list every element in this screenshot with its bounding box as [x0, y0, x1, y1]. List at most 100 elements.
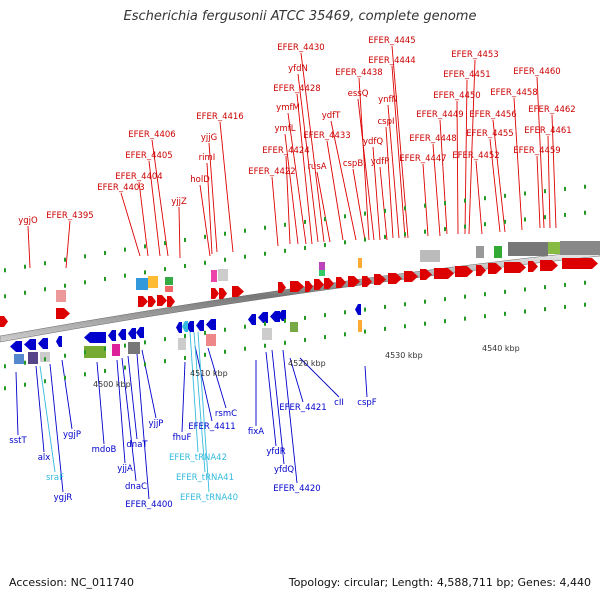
forward-gene-arrow[interactable]: [157, 295, 167, 306]
feature-block[interactable]: [218, 269, 228, 281]
reverse-gene-arrow[interactable]: [108, 330, 116, 341]
rna-gene-arrow[interactable]: [182, 321, 188, 332]
reverse-gene-arrow[interactable]: [278, 310, 286, 321]
gene-label-yfdr[interactable]: yfdR: [266, 447, 285, 457]
reverse-gene-arrow[interactable]: [10, 341, 22, 352]
feature-block[interactable]: [358, 320, 362, 332]
gene-label-efer-trna40[interactable]: EFER_tRNA40: [180, 493, 238, 503]
gene-label-efer-4445[interactable]: EFER_4445: [368, 36, 415, 46]
feature-block[interactable]: [14, 354, 24, 364]
forward-gene-arrow[interactable]: [148, 296, 156, 307]
forward-gene-arrow[interactable]: [314, 279, 324, 290]
feature-block[interactable]: [319, 270, 325, 276]
gene-label-efer-4455[interactable]: EFER_4455: [466, 129, 513, 139]
forward-gene-arrow[interactable]: [211, 288, 219, 299]
forward-gene-arrow[interactable]: [219, 288, 227, 299]
gene-label-efer-4456[interactable]: EFER_4456: [469, 110, 516, 120]
feature-block[interactable]: [148, 276, 158, 288]
gene-label-efer-4452[interactable]: EFER_4452: [452, 151, 499, 161]
feature-block[interactable]: [165, 286, 173, 292]
gene-label-efer-4461[interactable]: EFER_4461: [524, 126, 571, 136]
gene-label-efer-4395[interactable]: EFER_4395: [46, 211, 93, 221]
gene-label-cspi[interactable]: cspI: [377, 117, 394, 127]
forward-gene-arrow[interactable]: [348, 276, 360, 287]
gene-label-efer-4450[interactable]: EFER_4450: [433, 91, 480, 101]
gene-label-efer-4428[interactable]: EFER_4428: [273, 84, 320, 94]
gene-label-yjjp[interactable]: yjjP: [149, 419, 164, 429]
gene-label-cspf[interactable]: cspF: [357, 398, 376, 408]
gene-label-efer-4400[interactable]: EFER_4400: [125, 500, 172, 510]
gene-label-ygjo[interactable]: ygjO: [18, 216, 38, 226]
forward-gene-arrow[interactable]: [0, 316, 8, 327]
reverse-gene-arrow[interactable]: [128, 328, 136, 339]
gene-label-efer-4416[interactable]: EFER_4416: [196, 112, 243, 122]
gene-label-efer-4449[interactable]: EFER_4449: [416, 110, 463, 120]
gene-label-ymfm[interactable]: ymfM: [276, 103, 300, 113]
forward-gene-arrow[interactable]: [388, 273, 402, 284]
feature-block[interactable]: [178, 338, 186, 350]
feature-block[interactable]: [28, 352, 38, 364]
gene-label-ydfq[interactable]: ydfQ: [363, 137, 383, 147]
gene-label-efer-trna41[interactable]: EFER_tRNA41: [176, 473, 234, 483]
forward-gene-arrow[interactable]: [562, 258, 598, 269]
forward-gene-arrow[interactable]: [278, 282, 286, 293]
gene-label-yfdq[interactable]: yfdQ: [274, 465, 294, 475]
reverse-gene-arrow[interactable]: [258, 312, 268, 323]
gene-label-efer-4406[interactable]: EFER_4406: [128, 130, 175, 140]
reverse-gene-arrow[interactable]: [270, 311, 280, 322]
forward-gene-arrow[interactable]: [167, 296, 175, 307]
reverse-gene-arrow[interactable]: [206, 319, 216, 330]
gene-label-cii[interactable]: cII: [334, 398, 344, 408]
forward-gene-arrow[interactable]: [232, 286, 244, 297]
reverse-gene-arrow[interactable]: [248, 314, 256, 325]
feature-block[interactable]: [548, 242, 560, 254]
gene-label-yfdn[interactable]: yfdN: [288, 64, 308, 74]
reverse-gene-arrow[interactable]: [176, 322, 182, 333]
gene-label-efer-4444[interactable]: EFER_4444: [368, 56, 415, 66]
gene-label-ygjr[interactable]: ygjR: [54, 493, 73, 503]
gene-label-efer-4421[interactable]: EFER_4421: [279, 403, 326, 413]
gene-label-yjjz[interactable]: yjjZ: [171, 197, 187, 207]
feature-block[interactable]: [40, 352, 50, 362]
gene-label-sraf[interactable]: sraF: [46, 473, 64, 483]
feature-block[interactable]: [476, 246, 484, 258]
feature-block[interactable]: [165, 277, 173, 285]
reverse-gene-arrow[interactable]: [196, 320, 204, 331]
feature-block[interactable]: [290, 322, 298, 332]
feature-block[interactable]: [420, 250, 440, 262]
gene-label-sstt[interactable]: sstT: [9, 436, 27, 446]
forward-gene-arrow[interactable]: [56, 308, 70, 319]
gene-label-efer-4411[interactable]: EFER_4411: [188, 422, 235, 432]
reverse-gene-arrow[interactable]: [56, 336, 62, 347]
reverse-gene-arrow[interactable]: [118, 329, 126, 340]
feature-block[interactable]: [211, 270, 217, 282]
forward-gene-arrow[interactable]: [305, 281, 313, 292]
gene-label-rimi[interactable]: rimI: [199, 153, 216, 163]
feature-block[interactable]: [112, 344, 120, 356]
forward-gene-arrow[interactable]: [362, 276, 372, 287]
forward-gene-arrow[interactable]: [476, 265, 486, 276]
reverse-gene-arrow[interactable]: [355, 304, 361, 315]
gene-label-essq[interactable]: essQ: [348, 89, 369, 99]
gene-label-mdob[interactable]: mdoB: [92, 445, 117, 455]
gene-label-efer-4424[interactable]: EFER_4424: [262, 146, 309, 156]
gene-label-efer-4430[interactable]: EFER_4430: [277, 43, 324, 53]
gene-label-efer-4451[interactable]: EFER_4451: [443, 70, 490, 80]
forward-gene-arrow[interactable]: [138, 296, 148, 307]
gene-label-dnat[interactable]: dnaT: [126, 440, 148, 450]
feature-block[interactable]: [84, 346, 106, 358]
gene-label-ymfl[interactable]: ymfL: [274, 124, 295, 134]
feature-block[interactable]: [560, 241, 600, 255]
gene-label-ydfp[interactable]: ydfP: [371, 157, 390, 167]
forward-gene-arrow[interactable]: [434, 268, 454, 279]
gene-label-efer-4448[interactable]: EFER_4448: [409, 134, 456, 144]
gene-label-hold[interactable]: holD: [190, 175, 210, 185]
gene-label-efer-4459[interactable]: EFER_4459: [513, 146, 560, 156]
gene-label-efer-4460[interactable]: EFER_4460: [513, 67, 560, 77]
gene-label-rsmc[interactable]: rsmC: [215, 409, 237, 419]
feature-block[interactable]: [206, 334, 216, 346]
gene-label-ydft[interactable]: ydfT: [322, 111, 341, 121]
gene-label-yjja[interactable]: yjjA: [117, 464, 133, 474]
gene-label-efer-4403[interactable]: EFER_4403: [97, 183, 144, 193]
gene-label-rusa[interactable]: rusA: [307, 162, 326, 172]
